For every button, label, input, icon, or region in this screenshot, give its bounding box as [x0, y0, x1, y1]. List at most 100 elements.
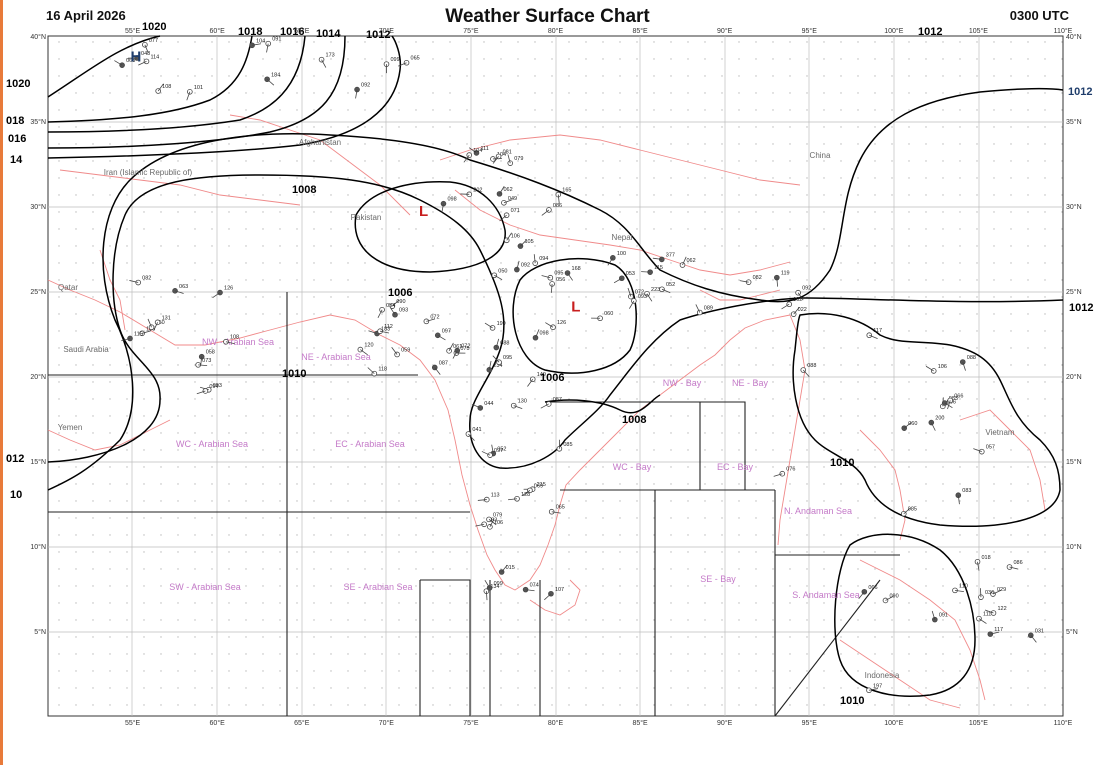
wind-barb	[646, 293, 653, 302]
sea-area-label: WC - Bay	[613, 462, 652, 472]
station-pressure-value: 199	[497, 321, 506, 327]
latitude-tick-label: 10°N	[30, 543, 46, 551]
station-plot: 102	[781, 297, 802, 310]
latitude-tick-label: 25°N	[30, 288, 46, 296]
wind-barb	[957, 495, 960, 505]
sea-area-boundaries	[48, 292, 900, 717]
station-pressure-value: 115	[654, 265, 663, 271]
wind-barb	[954, 589, 964, 592]
isobar-value-label: 1016	[280, 26, 304, 38]
station-pressure-value: 048	[141, 51, 150, 57]
station-plot: 106	[925, 364, 947, 374]
wind-barb	[437, 334, 446, 341]
station-plot: 082	[739, 275, 762, 285]
station-plot: 105	[517, 239, 534, 249]
longitude-tick-label: 110°E	[1054, 27, 1073, 35]
country-label: Afghanistan	[299, 138, 341, 147]
wind-barb	[495, 338, 500, 348]
longitude-tick-label: 100°E	[884, 719, 903, 727]
station-pressure-value: 041	[472, 427, 481, 433]
station-plot: 112	[377, 324, 393, 335]
station-plot: 126	[545, 320, 566, 331]
station-plot: 090	[882, 593, 899, 604]
wind-barb	[266, 43, 269, 53]
station-plot: 089	[695, 304, 713, 316]
wind-barb	[527, 379, 534, 387]
country-label: Indonesia	[865, 671, 900, 680]
station-pressure-value: 087	[439, 360, 448, 366]
station-plot: 097	[434, 328, 451, 341]
station-plots: 1842021992342152232001971851831731651681…	[114, 37, 1044, 694]
station-pressure-value: 118	[378, 367, 387, 373]
latitude-tick-label: 5°N	[34, 628, 46, 636]
station-pressure-value: 234	[493, 363, 502, 369]
station-plot: 079	[486, 512, 502, 526]
station-plot: 015	[498, 564, 515, 575]
station-plot: 184	[264, 72, 280, 86]
station-plot: 050	[491, 268, 507, 281]
station-marker	[217, 289, 223, 296]
station-marker	[501, 200, 507, 206]
station-plot: 093	[389, 306, 408, 318]
wind-barb	[114, 60, 123, 66]
station-pressure-value: 111	[480, 146, 488, 152]
station-pressure-value: 122	[997, 606, 1006, 612]
station-plot: 104	[249, 38, 265, 49]
wind-barb	[540, 403, 549, 409]
station-pressure-value: 065	[556, 505, 565, 511]
wind-barb	[682, 256, 687, 266]
station-pressure-value: 223	[651, 287, 660, 293]
station-pressure-value: 108	[162, 84, 171, 90]
wind-barb	[468, 433, 475, 441]
station-plot: 057	[973, 445, 995, 455]
station-plot: 126	[212, 286, 233, 298]
station-plot: 059	[391, 347, 410, 358]
station-pressure-value: 060	[604, 311, 613, 317]
wind-barb	[506, 232, 512, 241]
pressure-center-low: L	[571, 298, 580, 315]
station-plot: 071	[499, 208, 520, 222]
longitude-tick-label: 105°E	[969, 719, 988, 727]
station-pressure-value: 092	[521, 263, 530, 269]
station-plot: 149	[527, 372, 546, 387]
latitude-tick-label: 20°N	[1066, 373, 1082, 381]
wind-barb	[196, 390, 206, 395]
station-pressure-value: 104	[473, 148, 482, 154]
station-pressure-value: 085	[563, 442, 572, 448]
station-pressure-value: 105	[524, 239, 533, 245]
wind-barb	[147, 318, 152, 328]
wind-barb	[198, 364, 208, 367]
station-plot: 052	[659, 282, 675, 294]
latitude-labels-right: 40°N 35°N 30°N 25°N 20°N 15°N 10°N 5°N	[1066, 33, 1082, 636]
station-pressure-value: 085	[908, 507, 917, 513]
wind-barb	[947, 400, 951, 410]
station-pressure-value: 097	[442, 328, 451, 334]
station-plot: 079	[507, 154, 523, 166]
wind-barb	[492, 355, 500, 363]
station-plot: 111	[976, 612, 991, 624]
wind-barb	[138, 61, 147, 66]
country-labels: Afghanistan Iran (Islamic Republic of) Pak…	[58, 138, 1015, 680]
station-plot: 098	[440, 197, 457, 213]
station-plot: 083	[941, 396, 958, 409]
pressure-centers: H L L	[131, 49, 581, 316]
wind-barb	[121, 338, 131, 342]
wind-barb	[489, 518, 495, 528]
station-plot: 113	[477, 493, 500, 503]
station-pressure-value: 079	[493, 512, 502, 518]
station-pressure-value: 119	[781, 271, 790, 277]
isobar-value-label: 1008	[292, 184, 316, 196]
station-pressure-value: 050	[498, 268, 507, 274]
station-pressure-value: 097	[494, 448, 503, 454]
station-pressure-value: 071	[511, 208, 520, 214]
isobar-value-label: 1012	[1068, 86, 1092, 98]
wind-barb	[391, 347, 398, 355]
wind-barb	[793, 306, 800, 315]
country-label: Iran (Islamic Republic of)	[104, 168, 193, 177]
country-label: Vietnam	[985, 428, 1015, 437]
station-plot: 115	[121, 331, 143, 342]
wind-barb	[973, 448, 982, 453]
longitude-tick-label: 75°E	[463, 27, 479, 35]
station-plot: 134	[483, 584, 500, 601]
